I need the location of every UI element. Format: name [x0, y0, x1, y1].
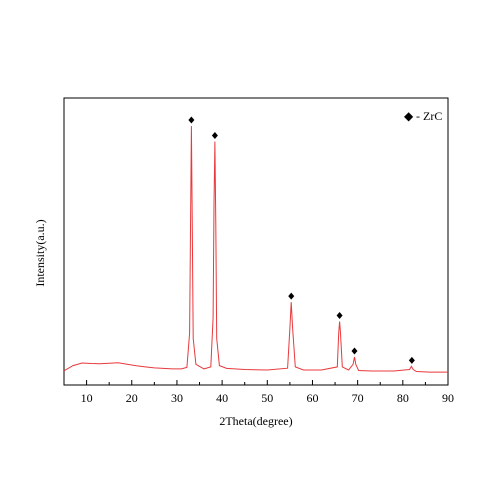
x-axis-ticks: 10 20 30 40 50 60 70 80 90	[81, 380, 454, 405]
peak-markers	[188, 116, 415, 364]
plot-area	[63, 116, 448, 373]
x-tick-label: 50	[261, 391, 273, 405]
y-axis-label: Intensity(a.u.)	[33, 219, 47, 286]
series-line	[63, 125, 448, 373]
peak-marker	[351, 347, 358, 355]
x-axis-label: 2Theta(degree)	[219, 414, 292, 428]
peak-marker	[288, 292, 295, 300]
peak-marker	[188, 116, 195, 124]
x-tick-label: 70	[352, 391, 364, 405]
x-tick-label: 80	[397, 391, 409, 405]
x-tick-label: 10	[81, 391, 93, 405]
plot-frame	[63, 97, 449, 386]
peak-marker	[211, 132, 218, 140]
legend-label: - ZrC	[416, 109, 442, 123]
x-tick-label: 40	[216, 391, 228, 405]
x-tick-label: 60	[306, 391, 318, 405]
peak-marker	[336, 312, 343, 320]
legend: ◆ - ZrC	[404, 109, 442, 123]
legend-marker: ◆	[404, 109, 414, 123]
x-tick-label: 30	[171, 391, 183, 405]
peak-marker	[408, 356, 415, 364]
x-tick-label: 90	[442, 391, 454, 405]
x-tick-label: 20	[126, 391, 138, 405]
